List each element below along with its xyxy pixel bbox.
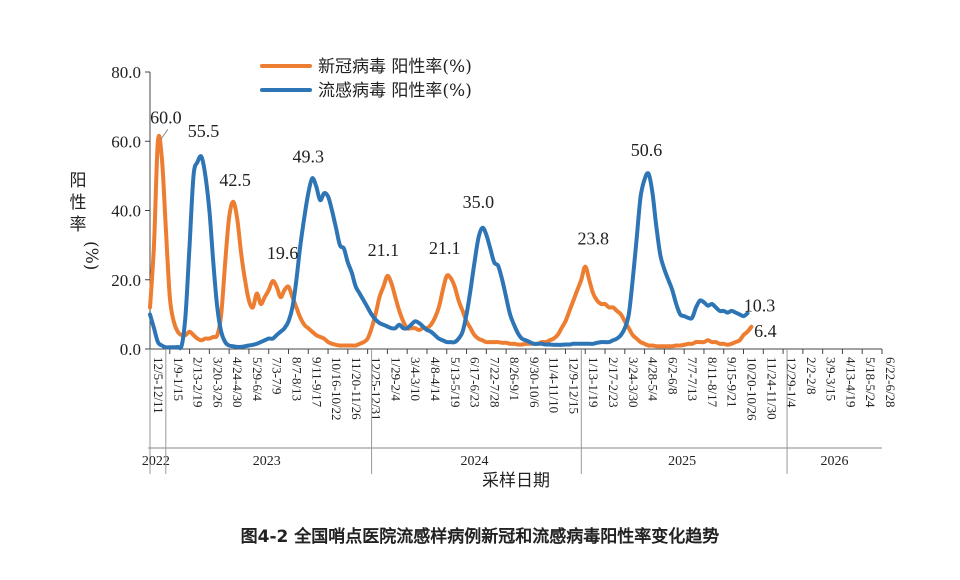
x-tick-label: 9/30-10/6: [527, 357, 542, 408]
y-axis-title-part: 阳: [70, 171, 87, 191]
year-label: 2026: [821, 454, 849, 469]
x-tick-label: 8/7-8/13: [289, 357, 304, 401]
x-tick-label: 4/13-4/19: [843, 357, 858, 408]
x-tick-label: 1/9-1/15: [171, 357, 186, 401]
axis-titles: 阳性率 (%) 采样日期: [70, 171, 551, 491]
peak-label: 21.1: [368, 240, 400, 260]
peak-label: 23.8: [577, 229, 609, 249]
peak-label: 42.5: [219, 170, 251, 190]
x-tick-label: 10/20-10/26: [745, 357, 760, 421]
x-tick-label: 8/11-8/17: [705, 357, 720, 408]
x-axis-title: 采样日期: [482, 471, 550, 491]
y-tick-label: 40.0: [111, 202, 141, 221]
peak-label: 19.6: [267, 243, 299, 263]
x-tick-label: 6/17-6/23: [468, 357, 483, 408]
peak-annotations: 60.0 55.5 42.5 19.6 49.3 21.1 21.1 35.0 23.8 50.6…: [150, 107, 777, 341]
y-tick-label: 0.0: [120, 340, 141, 359]
x-tick-label: 5/13-5/19: [448, 357, 463, 408]
x-tick-label: 4/24-4/30: [230, 357, 245, 408]
y-axis-title-part: (%): [81, 241, 101, 270]
x-tick-label: 5/29-6/4: [250, 357, 265, 402]
x-tick-label: 11/4-11/10: [547, 357, 562, 413]
x-tick-label: 9/11-9/17: [309, 357, 324, 408]
x-tick-label: 12/29-1/4: [784, 357, 799, 408]
y-tick-label: 20.0: [111, 271, 141, 290]
x-tick-label: 12/9-12/15: [566, 357, 581, 414]
x-tick-label: 9/15-9/21: [725, 357, 740, 408]
x-axis: 12/5-12/11 1/9-1/15 2/13-2/19 3/20-3/26 4/24…: [149, 348, 898, 421]
x-tick-label: 11/20-11/26: [349, 357, 364, 420]
peak-label: 60.0: [150, 107, 182, 127]
year-label: 2025: [668, 454, 696, 469]
peak-label: 21.1: [429, 238, 461, 258]
year-label: 2022: [142, 454, 170, 469]
year-label: 2024: [460, 454, 488, 469]
y-axis-title-part: 性: [70, 193, 87, 213]
x-tick-label: 2/17-2/23: [606, 357, 621, 408]
x-tick-label: 10/16-10/22: [329, 357, 344, 421]
x-tick-label: 12/5-12/11: [151, 357, 166, 414]
peak-label: 35.0: [463, 192, 495, 212]
peak-label: 50.6: [631, 140, 663, 160]
x-tick-label: 3/4-3/10: [408, 357, 423, 401]
x-tick-label: 7/3-7/9: [270, 357, 285, 395]
y-axis: 0.0 20.0 40.0 60.0 80.0: [111, 63, 151, 359]
peak-label: 49.3: [292, 146, 324, 166]
x-tick-label: 8/26-9/1: [507, 357, 522, 401]
peak-label: 10.3: [744, 295, 776, 315]
year-axis: 2022 2023 2024 2025 2026: [142, 349, 882, 474]
x-tick-label: 1/29-2/4: [388, 357, 403, 402]
x-tick-label: 2/2-2/8: [804, 357, 819, 395]
y-axis-title-part: 率: [70, 215, 87, 235]
x-tick-label: 12/25-12/31: [369, 357, 384, 421]
x-tick-label: 11/24-11/30: [764, 357, 779, 420]
x-tick-label: 5/18-5/24: [863, 357, 878, 408]
peak-label: 6.4: [754, 321, 777, 341]
x-tick-label: 2/13-2/19: [191, 357, 206, 408]
covid-positivity-line: [148, 133, 754, 349]
x-tick-label: 7/7-7/13: [685, 357, 700, 401]
legend-label: 流感病毒 阳性率(%): [318, 81, 472, 101]
x-tick-label: 6/22-6/28: [883, 357, 898, 408]
series-layer: [148, 133, 754, 351]
x-tick-label: 4/8-4/14: [428, 357, 443, 402]
x-tick-label: 4/28-5/4: [646, 357, 661, 402]
legend: 新冠病毒 阳性率(%) 流感病毒 阳性率(%): [260, 57, 472, 101]
legend-label: 新冠病毒 阳性率(%): [318, 57, 472, 77]
y-tick-label: 80.0: [111, 63, 141, 82]
label-leader-line: [160, 128, 169, 140]
year-label: 2023: [253, 454, 281, 469]
x-tick-label: 1/13-1/19: [586, 357, 601, 408]
y-tick-label: 60.0: [111, 132, 141, 151]
x-tick-label: 3/20-3/26: [210, 357, 225, 408]
x-tick-label: 3/9-3/15: [824, 357, 839, 401]
influenza-positivity-line: [148, 154, 750, 351]
x-tick-label: 3/24-3/30: [626, 357, 641, 408]
peak-label: 55.5: [188, 121, 220, 141]
x-tick-label: 6/2-6/8: [665, 357, 680, 395]
x-tick-label: 7/22-7/28: [487, 357, 502, 408]
figure-caption: 图4-2 全国哨点医院流感样病例新冠和流感病毒阳性率变化趋势: [240, 527, 720, 547]
